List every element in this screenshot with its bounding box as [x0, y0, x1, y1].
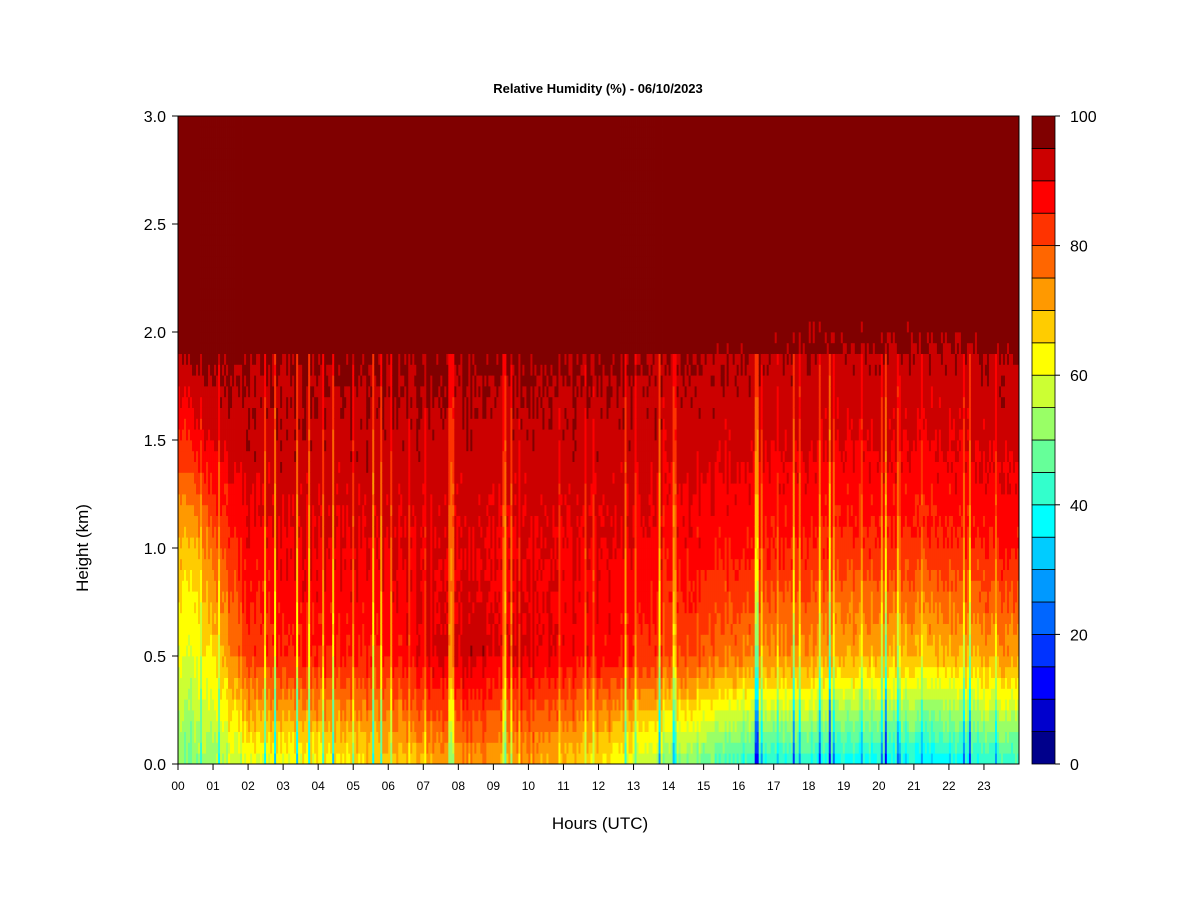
chart-title: Relative Humidity (%) - 06/10/2023	[493, 81, 703, 96]
heatmap-plot-area	[178, 116, 1019, 764]
